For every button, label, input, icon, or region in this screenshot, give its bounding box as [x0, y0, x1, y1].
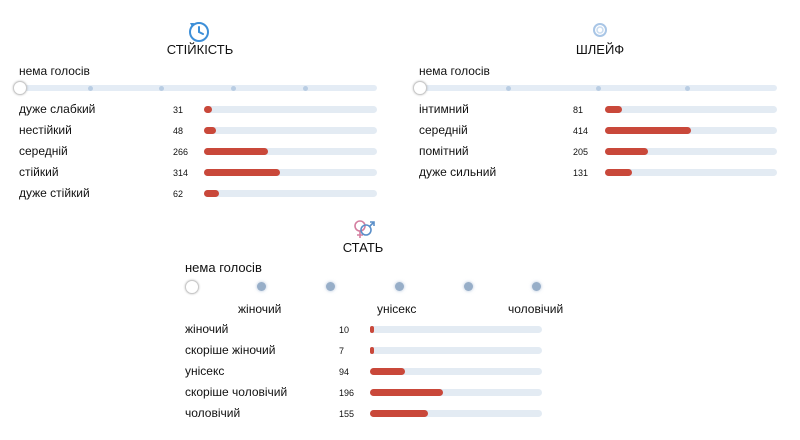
vote-row-bar-track — [370, 326, 542, 333]
longevity-slider-handle[interactable] — [13, 81, 27, 95]
sillage-title: ШЛЕЙФ — [575, 42, 625, 57]
vote-row-count: 48 — [173, 126, 184, 136]
vote-row-bar-fill — [204, 106, 212, 113]
vote-row-bar-fill — [605, 169, 633, 176]
longevity-no-votes: нема голосів — [19, 64, 90, 78]
vote-row-bar-track — [204, 106, 377, 113]
vote-row-count: 7 — [339, 346, 345, 356]
vote-row-bar-track — [605, 169, 777, 176]
gender-vote-point[interactable] — [326, 282, 335, 291]
vote-row-label: скоріше жіночий — [185, 343, 276, 357]
vote-row-bar-fill — [605, 127, 691, 134]
vote-row-label: унісекс — [185, 364, 225, 378]
vote-row-count: 196 — [339, 388, 355, 398]
sillage-panel: ШЛЕЙФ нема голосів інтимний 81 середній 414… — [400, 0, 800, 210]
vote-row-count: 414 — [573, 126, 589, 136]
vote-row-label: чоловічий — [185, 406, 241, 420]
vote-row-label: скоріше чоловічий — [185, 385, 288, 399]
gender-vote-point[interactable] — [532, 282, 541, 291]
vote-row-bar-track — [204, 190, 377, 197]
slider-tick[interactable] — [506, 85, 511, 91]
gender-vote-point[interactable] — [257, 282, 266, 291]
slider-tick[interactable] — [231, 85, 236, 91]
vote-row-bar-fill — [370, 410, 428, 417]
gender-scale-unisex: унісекс — [377, 302, 417, 316]
vote-row-count: 10 — [339, 325, 350, 335]
vote-row-bar-track — [370, 389, 542, 396]
longevity-panel: СТІЙКІСТЬ нема голосів дуже слабкий 31 нес… — [0, 0, 400, 210]
vote-row-bar-track — [605, 148, 777, 155]
vote-row-bar-track — [605, 127, 777, 134]
vote-row-count: 31 — [173, 105, 184, 115]
gender-symbols-icon — [352, 218, 376, 245]
vote-row-bar-fill — [370, 326, 374, 333]
vote-row-bar-fill — [204, 169, 280, 176]
vote-row-bar-fill — [370, 389, 443, 396]
clock-arrow-icon — [186, 18, 212, 49]
vote-row-label: інтимний — [419, 102, 469, 116]
vote-row-bar-fill — [204, 190, 219, 197]
vote-row-count: 155 — [339, 409, 355, 419]
gender-vote-point[interactable] — [395, 282, 404, 291]
vote-row-label: середній — [19, 144, 68, 158]
vote-row-label: нестійкий — [19, 123, 72, 137]
longevity-title: СТІЙКІСТЬ — [166, 42, 234, 57]
vote-row-bar-fill — [204, 127, 216, 134]
vote-row-bar-fill — [605, 148, 648, 155]
slider-tick[interactable] — [159, 85, 164, 91]
sillage-no-votes: нема голосів — [419, 64, 490, 78]
vote-row-label: жіночий — [185, 322, 229, 336]
vote-row-bar-track — [370, 347, 542, 354]
vote-row-bar-fill — [605, 106, 622, 113]
vote-row-bar-track — [370, 368, 542, 375]
vote-row-label: середній — [419, 123, 468, 137]
vote-row-bar-fill — [204, 148, 269, 155]
vote-row-bar-fill — [370, 347, 374, 354]
gender-panel: СТАТЬ нема голосів жіночий унісекс чолов… — [166, 210, 572, 440]
vote-row-count: 205 — [573, 147, 589, 157]
sillage-vote-slider[interactable] — [419, 85, 777, 91]
vote-row-label: дуже сильний — [419, 165, 497, 179]
slider-tick[interactable] — [88, 85, 93, 91]
vote-row-count: 62 — [173, 189, 184, 199]
vote-row-bar-fill — [370, 368, 405, 375]
vote-row-bar-track — [204, 169, 377, 176]
gender-slider-handle[interactable] — [185, 280, 199, 294]
gender-title: СТАТЬ — [342, 240, 384, 255]
vote-row-label: стійкий — [19, 165, 59, 179]
vote-row-count: 314 — [173, 168, 189, 178]
gender-scale-male: чоловічий — [508, 302, 564, 316]
sillage-waves-icon — [590, 20, 610, 45]
vote-row-bar-track — [605, 106, 777, 113]
vote-row-count: 94 — [339, 367, 350, 377]
vote-row-label: помітний — [419, 144, 469, 158]
vote-row-label: дуже стійкий — [19, 186, 90, 200]
sillage-slider-handle[interactable] — [413, 81, 427, 95]
vote-row-label: дуже слабкий — [19, 102, 96, 116]
vote-row-count: 131 — [573, 168, 589, 178]
longevity-vote-slider[interactable] — [19, 85, 377, 91]
slider-tick[interactable] — [303, 85, 308, 91]
slider-tick[interactable] — [685, 85, 690, 91]
slider-tick[interactable] — [596, 85, 601, 91]
vote-row-count: 266 — [173, 147, 189, 157]
gender-scale-female: жіночий — [238, 302, 282, 316]
vote-row-bar-track — [370, 410, 542, 417]
vote-row-bar-track — [204, 148, 377, 155]
gender-no-votes: нема голосів — [185, 260, 262, 275]
vote-row-count: 81 — [573, 105, 584, 115]
vote-row-bar-track — [204, 127, 377, 134]
gender-vote-point[interactable] — [464, 282, 473, 291]
